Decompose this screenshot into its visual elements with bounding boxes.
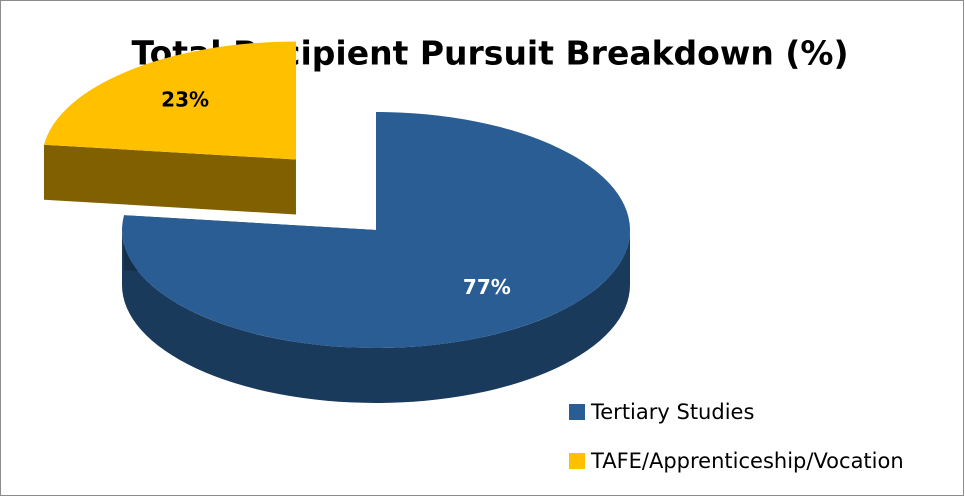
slice-top — [43, 41, 296, 160]
legend-swatch — [569, 453, 585, 469]
data-label: 23% — [161, 88, 209, 112]
data-label: 77% — [463, 275, 511, 299]
legend-label: TAFE/Apprenticeship/Vocation — [590, 449, 904, 473]
legend-swatch — [569, 404, 585, 420]
slice-top — [121, 112, 630, 348]
legend-label: Tertiary Studies — [590, 400, 754, 424]
slice-cut-face — [43, 144, 296, 215]
slice-side — [122, 230, 630, 403]
